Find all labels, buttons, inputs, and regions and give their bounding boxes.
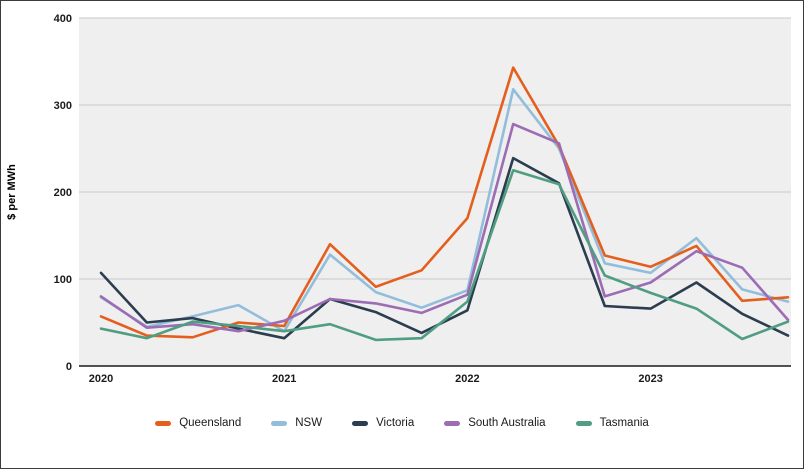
legend: Queensland NSW Victoria South Australia Tasm… [1, 417, 803, 429]
legend-swatch-icon [575, 420, 592, 426]
legend-swatch-icon [271, 420, 288, 426]
legend-item-south-australia[interactable]: South Australia [444, 417, 546, 429]
series-line-tasmania [99, 169, 790, 342]
legend-item-queensland[interactable]: Queensland [155, 417, 241, 429]
series-line-south-australia [99, 122, 790, 333]
legend-swatch-icon [352, 420, 369, 426]
y-tick-label-400: 400 [54, 13, 72, 25]
legend-label: Tasmania [599, 417, 649, 429]
legend-label: South Australia [468, 417, 546, 429]
legend-item-victoria[interactable]: Victoria [352, 417, 414, 429]
legend-swatch-icon [155, 420, 172, 426]
y-axis-title: $ per MWh [6, 164, 18, 220]
y-tick-label-300: 300 [54, 100, 72, 112]
x-tick-label-2023: 2023 [638, 373, 662, 385]
legend-label: NSW [295, 417, 323, 429]
series-line-queensland [99, 66, 790, 339]
legend-label: Queensland [179, 417, 242, 429]
x-tick-label-2020: 2020 [89, 373, 113, 385]
price-line-chart: 0 100 200 300 400 2020 2021 2022 2023 $ per MWh [6, 13, 791, 385]
legend-swatch-icon [444, 420, 461, 426]
legend-label: Victoria [376, 417, 415, 429]
x-tick-label-2022: 2022 [455, 373, 479, 385]
y-tick-label-200: 200 [54, 187, 72, 199]
x-tick-label-2021: 2021 [272, 373, 296, 385]
legend-item-tasmania[interactable]: Tasmania [575, 417, 649, 429]
legend-item-nsw[interactable]: NSW [271, 417, 322, 429]
y-tick-label-0: 0 [66, 361, 72, 373]
y-tick-label-100: 100 [54, 274, 72, 286]
